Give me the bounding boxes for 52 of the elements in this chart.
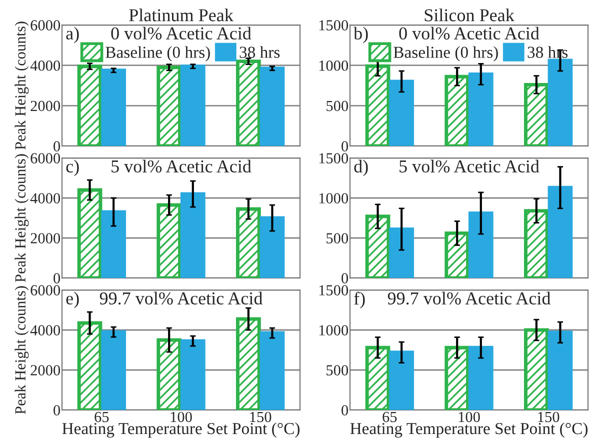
y-tick-label: 1500 (319, 285, 348, 296)
y-tick-label: 0 (54, 405, 60, 416)
y-tick-label: 6000 (30, 153, 60, 164)
y-tick-label: 500 (326, 100, 348, 112)
y-tick-label: 1000 (319, 193, 348, 204)
series-label: Baseline (0 hrs) (394, 46, 498, 62)
y-tick-label: 1500 (319, 20, 348, 30)
chart-subtitle: 0 vol% Acetic Acid (111, 26, 252, 40)
y-axis-title: Peak Height (counts) (14, 22, 29, 150)
y-tick-label: 2000 (30, 365, 60, 376)
annotation: b) (354, 26, 368, 44)
chart-title: Silicon Peak (424, 8, 514, 22)
chart-title: Platinum Peak (129, 8, 234, 22)
y-tick-label: 4000 (30, 325, 60, 336)
chart-subtitle: 99.7 vol% Acetic Acid (388, 292, 551, 305)
y-tick-label: 2000 (30, 233, 60, 244)
y-tick-label: 2000 (30, 100, 60, 112)
chart-subtitle: 5 vol% Acetic Acid (112, 160, 252, 173)
x-axis-title: Heating Temperature Set Point (°C) (350, 422, 588, 438)
chart-subtitle: 0 vol% Acetic Acid (399, 26, 540, 40)
y-tick-label: 0 (54, 141, 60, 152)
annotation: f) (354, 292, 365, 308)
y-tick-label: 0 (342, 273, 348, 284)
y-axis-title: Peak Height (counts) (14, 154, 29, 282)
y-tick-label: 0 (54, 273, 60, 284)
y-tick-label: 4000 (30, 60, 60, 71)
x-tick-label: 100 (170, 412, 192, 422)
chart-subtitle: 5 vol% Acetic Acid (400, 160, 540, 173)
legend-label: Baseline (0 hrs) (106, 46, 210, 62)
y-tick-label: 6000 (30, 20, 60, 30)
chart-subtitle: 99.7 vol% Acetic Acid (100, 292, 263, 305)
x-tick-label: 150 (538, 412, 560, 422)
y-tick-label: 6000 (30, 285, 60, 296)
y-tick-label: 1500 (319, 153, 348, 164)
annotation: a) (66, 26, 79, 44)
annotation: c) (66, 160, 79, 176)
legend-label: 38 hrs (240, 46, 280, 58)
y-tick-label: 1000 (319, 60, 348, 71)
x-tick-label: 65 (94, 412, 109, 422)
x-tick-label: 150 (250, 412, 272, 422)
y-tick-label: 0 (342, 141, 348, 152)
annotation: d) (354, 160, 368, 176)
x-tick-label: 100 (458, 412, 480, 422)
x-axis-title: Heating Temperature Set Point (°C) (62, 422, 300, 438)
annotation: e) (66, 292, 79, 308)
y-tick-label: 4000 (30, 193, 60, 204)
y-tick-label: 1000 (319, 325, 348, 336)
y-tick-label: 0 (342, 405, 348, 416)
y-tick-label: 500 (326, 233, 348, 244)
y-axis-title: Peak Height (counts) (14, 286, 29, 414)
x-tick-label: 65 (382, 412, 397, 422)
y-tick-label: 500 (326, 365, 348, 376)
